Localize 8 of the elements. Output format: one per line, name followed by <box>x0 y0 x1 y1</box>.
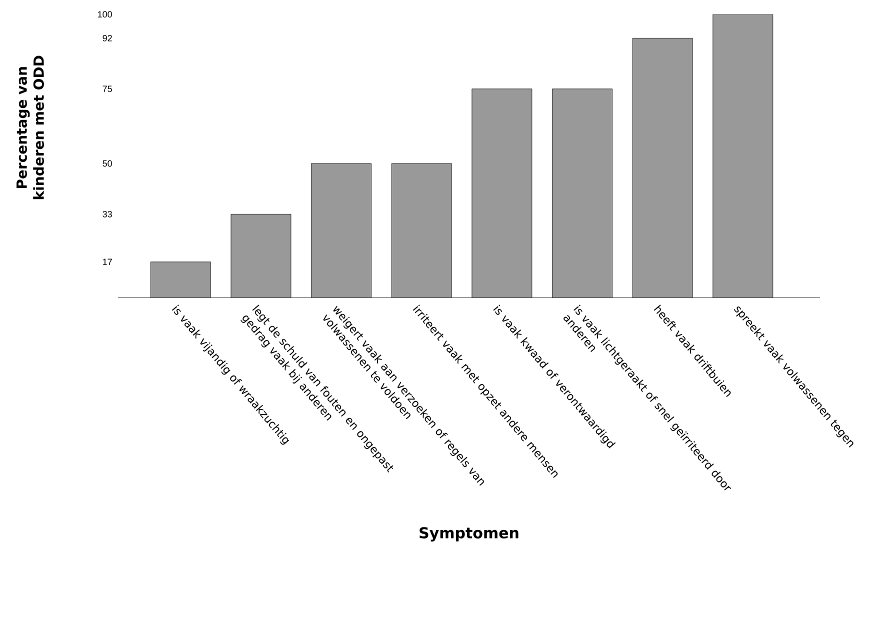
y-axis-title: Percentage van kinderen met ODD <box>16 56 44 200</box>
x-axis-title: Symptomen <box>420 527 518 542</box>
y-tick-label: 92 <box>102 34 112 42</box>
y-tick-label: 33 <box>102 210 112 218</box>
y-tick-label: 75 <box>102 86 112 92</box>
y-tick-label: 100 <box>98 11 112 18</box>
y-tick-label: 17 <box>103 258 112 265</box>
y-tick-label: 50 <box>102 160 112 167</box>
